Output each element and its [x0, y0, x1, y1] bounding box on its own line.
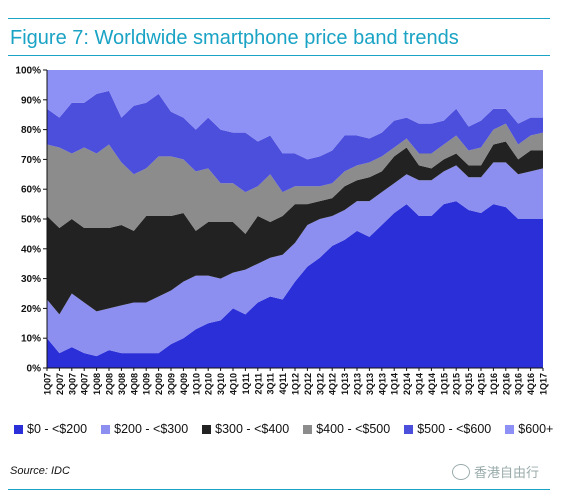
legend-item: $300 - <$400 — [202, 422, 289, 436]
x-tick-label: 2Q15 — [452, 373, 462, 395]
x-tick-label: 1Q08 — [92, 373, 102, 395]
top-rule — [8, 18, 550, 19]
y-tick-label: 40% — [21, 244, 41, 255]
x-tick-label: 2Q14 — [402, 373, 412, 395]
legend-label: $600+ — [518, 422, 554, 436]
x-tick-label: 2Q09 — [154, 373, 164, 395]
x-tick-label: 4Q15 — [477, 373, 487, 395]
x-tick-label: 3Q13 — [365, 373, 375, 395]
wechat-icon — [452, 463, 470, 480]
legend-swatch — [505, 424, 515, 434]
area-chart: 0%10%20%30%40%50%60%70%80%90%100%1Q07 2Q0… — [15, 66, 548, 396]
x-tick-label: 2Q07 — [55, 373, 65, 395]
x-tick-label: 4Q11 — [278, 373, 288, 395]
x-tick-label: 1Q10 — [191, 373, 201, 395]
series-area-3 — [47, 141, 543, 315]
series-area-6 — [47, 70, 543, 160]
x-tick-label: 4Q10 — [229, 373, 239, 395]
chart-title: Figure 7: Worldwide smartphone price ban… — [10, 27, 459, 49]
legend-label: $500 - <$600 — [417, 422, 492, 436]
legend-item: $500 - <$600 — [404, 422, 491, 436]
legend-swatch — [303, 424, 313, 434]
x-tick-label: 3Q11 — [266, 373, 276, 395]
x-tick-label: 1Q09 — [142, 373, 152, 395]
y-tick-label: 70% — [21, 155, 41, 166]
legend: $0 - <$200 $200 - <$300 $300 - <$400 $400 -… — [14, 420, 554, 438]
series-area-2 — [47, 162, 543, 357]
x-tick-label: 3Q16 — [514, 373, 524, 395]
x-tick-label: 3Q14 — [415, 373, 425, 395]
x-tick-label: 3Q07 — [67, 373, 77, 395]
x-tick-label: 1Q16 — [489, 373, 499, 395]
legend-item: $0 - <$200 — [14, 422, 87, 436]
x-tick-label: 4Q14 — [427, 373, 437, 395]
y-tick-label: 50% — [21, 215, 41, 226]
area-layer — [47, 70, 543, 368]
legend-swatch — [14, 424, 23, 434]
x-tick-label: 4Q12 — [328, 373, 338, 395]
legend-item: $200 - <$300 — [101, 422, 188, 436]
watermark: 香港自由行 — [452, 462, 539, 481]
y-tick-label: 0% — [27, 364, 42, 375]
x-tick-label: 3Q15 — [464, 373, 474, 395]
series-area-1 — [47, 201, 543, 368]
x-tick-label: 1Q11 — [241, 373, 251, 395]
x-tick-label: 1Q17 — [539, 373, 549, 395]
source-note: Source: IDC — [10, 465, 70, 477]
x-tick-label: 2Q12 — [303, 373, 313, 395]
x-tick-label: 2Q11 — [253, 373, 263, 395]
legend-label: $0 - <$200 — [27, 422, 88, 436]
x-tick-label: 3Q08 — [117, 373, 127, 395]
x-tick-label: 4Q08 — [129, 373, 139, 395]
legend-label: $400 - <$500 — [316, 422, 391, 436]
x-tick-label: 2Q13 — [353, 373, 363, 395]
y-tick-label: 20% — [21, 304, 41, 315]
x-tick-label: 4Q07 — [80, 373, 90, 395]
x-tick-label: 4Q09 — [179, 373, 189, 395]
x-tick-label: 3Q09 — [167, 373, 177, 395]
legend-swatch — [101, 424, 111, 434]
title-rule — [8, 55, 550, 56]
x-tick-label: 2Q16 — [501, 373, 511, 395]
x-tick-label: 1Q07 — [43, 373, 53, 395]
legend-label: $300 - <$400 — [215, 422, 290, 436]
legend-swatch — [404, 424, 414, 434]
y-tick-label: 60% — [21, 185, 41, 196]
legend-swatch — [202, 424, 212, 434]
x-tick-label: 3Q10 — [216, 373, 226, 395]
series-area-4 — [47, 123, 543, 234]
x-tick-label: 1Q13 — [340, 373, 350, 395]
x-tick-label: 3Q12 — [315, 373, 325, 395]
watermark-text: 香港自由行 — [474, 465, 540, 480]
axis-layer: 0%10%20%30%40%50%60%70%80%90%100%1Q07 2Q0… — [15, 66, 548, 396]
y-tick-label: 100% — [15, 66, 41, 77]
legend-item: $600+ — [505, 422, 553, 436]
y-tick-label: 30% — [21, 274, 41, 285]
x-tick-label: 4Q16 — [526, 373, 536, 395]
y-tick-label: 80% — [21, 125, 41, 136]
bottom-rule — [8, 489, 550, 490]
x-tick-label: 4Q13 — [377, 373, 387, 395]
y-tick-label: 10% — [21, 334, 41, 345]
legend-item: $400 - <$500 — [303, 422, 390, 436]
x-tick-label: 2Q10 — [204, 373, 214, 395]
x-tick-label: 2Q08 — [105, 373, 115, 395]
x-tick-label: 1Q12 — [291, 373, 301, 395]
x-tick-label: 1Q15 — [439, 373, 449, 395]
series-area-5 — [47, 90, 543, 193]
y-tick-label: 90% — [21, 95, 41, 106]
legend-label: $200 - <$300 — [114, 422, 189, 436]
x-tick-label: 1Q14 — [390, 373, 400, 395]
